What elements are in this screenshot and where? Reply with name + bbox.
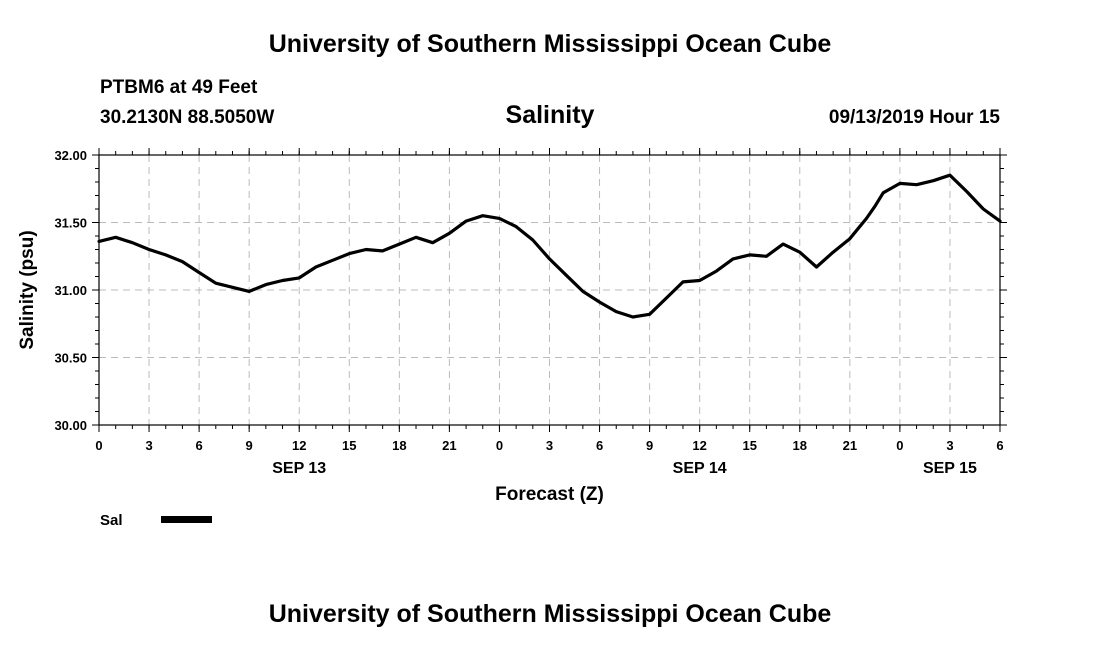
x-tick-label: 21 (843, 438, 857, 453)
date-label: SEP 14 (673, 460, 727, 477)
x-tick-label: 0 (896, 438, 903, 453)
x-tick-label: 12 (292, 438, 306, 453)
x-tick-label: 0 (496, 438, 503, 453)
chart-footer-title: University of Southern Mississippi Ocean… (268, 600, 832, 628)
x-tick-label: 15 (342, 438, 356, 453)
x-tick-label: 9 (246, 438, 253, 453)
grid-lines (99, 155, 1000, 425)
y-tick-label: 31.00 (54, 283, 87, 298)
legend: Sal (100, 512, 212, 529)
x-axis-date-labels: SEP 13 SEP 14 SEP 15 (272, 460, 977, 477)
x-tick-label: 3 (145, 438, 152, 453)
chart-header-title: University of Southern Mississippi Ocean… (268, 30, 832, 58)
y-axis-ticks: 30.00 30.50 31.00 31.50 32.00 (54, 148, 1007, 433)
x-axis-label: Forecast (Z) (495, 484, 604, 505)
station-coordinates: 30.2130N 88.5050W (100, 107, 275, 128)
plot-frame (98, 154, 1001, 426)
x-tick-label: 0 (95, 438, 102, 453)
x-tick-label: 21 (442, 438, 456, 453)
salinity-series-line (97, 173, 1002, 319)
x-tick-label: 18 (793, 438, 807, 453)
x-tick-label: 15 (742, 438, 756, 453)
chart-title: Salinity (505, 101, 595, 129)
date-label: SEP 15 (923, 460, 977, 477)
x-tick-label: 12 (692, 438, 706, 453)
y-tick-label: 30.50 (54, 351, 87, 366)
x-tick-label: 6 (596, 438, 603, 453)
x-tick-label: 3 (546, 438, 553, 453)
legend-swatch-sal (161, 516, 212, 523)
x-tick-label: 6 (996, 438, 1003, 453)
y-axis-label: Salinity (psu) (17, 230, 38, 349)
x-tick-label: 18 (392, 438, 406, 453)
x-tick-label: 9 (646, 438, 653, 453)
station-label: PTBM6 at 49 Feet (100, 77, 258, 98)
x-tick-label: 3 (946, 438, 953, 453)
y-tick-label: 32.00 (54, 148, 87, 163)
y-tick-label: 31.50 (54, 216, 87, 231)
forecast-datetime: 09/13/2019 Hour 15 (828, 107, 1000, 128)
date-label: SEP 13 (272, 460, 326, 477)
legend-label-sal: Sal (100, 512, 123, 529)
y-tick-label: 30.00 (54, 418, 87, 433)
x-tick-label: 6 (195, 438, 202, 453)
x-axis-ticks: 0 3 6 9 12 15 18 21 0 3 6 9 12 15 18 21 0 3 6 (95, 148, 1004, 453)
